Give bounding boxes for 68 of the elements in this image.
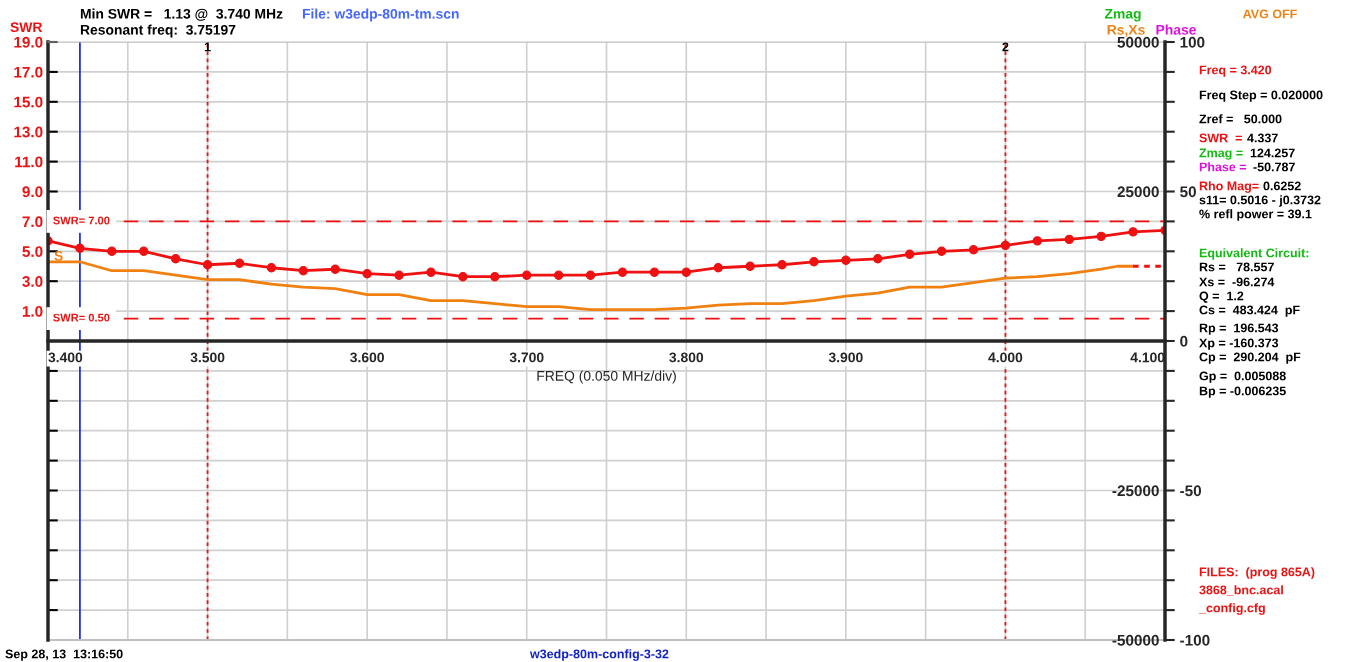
text: File: w3edp-80m-tm.scn: [302, 8, 459, 22]
y-tick-label: 7.0: [22, 216, 43, 228]
y2-tick-label: -100: [1180, 634, 1210, 646]
text: _config.cfg: [1198, 603, 1265, 615]
x-tick-label: 3.600: [350, 352, 384, 363]
text: 0.6252: [1263, 181, 1301, 191]
y-tick-label: 13.0: [14, 126, 43, 138]
y-tick-label: 9.0: [22, 186, 43, 198]
annotation: S: [54, 250, 63, 261]
text: 3868_bnc.acal: [1199, 585, 1283, 596]
y-tick-label: 17.0: [14, 66, 43, 78]
y-tick-label: 19.0: [14, 36, 43, 48]
y-tick-label: 5.0: [22, 246, 43, 257]
text: 124.257: [1250, 148, 1295, 158]
x-tick-label: 4.000: [988, 352, 1023, 363]
text: Zref = 50.000: [1199, 114, 1282, 124]
x-tick-label: 3.500: [190, 352, 225, 363]
text: Sep 28, 13 13:16:50: [5, 649, 123, 661]
text: FILES: (prog 865A): [1199, 567, 1315, 579]
y-tick-label: 1.0: [22, 305, 43, 317]
text: Bp = -0.006235: [1199, 386, 1286, 398]
ref-line-label: SWR= 0.50: [53, 313, 110, 322]
y2-tick-label: 100: [1180, 36, 1205, 48]
y2-tick-label: 50: [1180, 186, 1196, 198]
text: Freq = 3.420: [1199, 65, 1272, 77]
text: Rho Mag=: [1199, 181, 1259, 193]
text: Xp = -160.373: [1199, 338, 1279, 350]
y-tick-label: 3.0: [22, 276, 43, 287]
annotation: 2: [1002, 42, 1009, 52]
text: AVG OFF: [1243, 9, 1297, 19]
y3-tick-label: -25000: [1112, 485, 1159, 497]
x-tick-label: 3.800: [669, 352, 704, 363]
text: Phase =: [1199, 162, 1247, 172]
y-tick-label: 11.0: [15, 156, 43, 168]
text: % refl power = 39.1: [1199, 209, 1312, 221]
y2-tick-label: 0: [1180, 335, 1188, 347]
y3-tick-label: -50000: [1112, 634, 1159, 646]
y-axis-title: SWR: [10, 22, 43, 33]
text: Rp = 196.543: [1199, 323, 1279, 335]
text: Freq Step = 0.020000: [1199, 90, 1323, 102]
y3-tick-label: 50000: [1117, 36, 1159, 48]
x-tick-label: 3.400: [48, 352, 83, 363]
x-tick-label: 3.700: [509, 352, 544, 363]
text: Resonant freq: 3.75197: [80, 24, 236, 38]
y2-tick-label: -50: [1180, 485, 1202, 497]
y3-tick-label: 25000: [1117, 186, 1159, 198]
text: s11= 0.5016 - j0.3732: [1199, 195, 1321, 207]
text: Equivalent Circuit:: [1199, 248, 1309, 260]
text: Zmag =: [1199, 148, 1243, 160]
text: Rs,Xs: [1107, 25, 1145, 37]
text: Xs = -96.274: [1199, 277, 1275, 287]
text: SWR =: [1199, 133, 1242, 143]
text: Gp = 0.005088: [1199, 371, 1286, 383]
x-tick-label: 3.900: [828, 352, 863, 363]
text: w3edp-80m-config-3-32: [529, 649, 669, 661]
text: -50.787: [1253, 162, 1295, 172]
annotation: 1: [204, 42, 211, 52]
ref-line-label: SWR= 7.00: [53, 216, 110, 225]
x-axis-title: FREQ (0.050 MHz/div): [537, 370, 676, 384]
text: Phase: [1156, 24, 1196, 35]
y-tick-label: 15.0: [14, 96, 43, 108]
text: 4.337: [1247, 133, 1278, 143]
text: Min SWR = 1.13 @ 3.740 MHz: [80, 8, 283, 21]
text: Zmag: [1104, 8, 1141, 22]
text: Cp = 290.204 pF: [1199, 352, 1301, 364]
text: Q = 1.2: [1199, 291, 1244, 303]
text: Cs = 483.424 pF: [1199, 305, 1300, 317]
text: Rs = 78.557: [1199, 262, 1274, 272]
